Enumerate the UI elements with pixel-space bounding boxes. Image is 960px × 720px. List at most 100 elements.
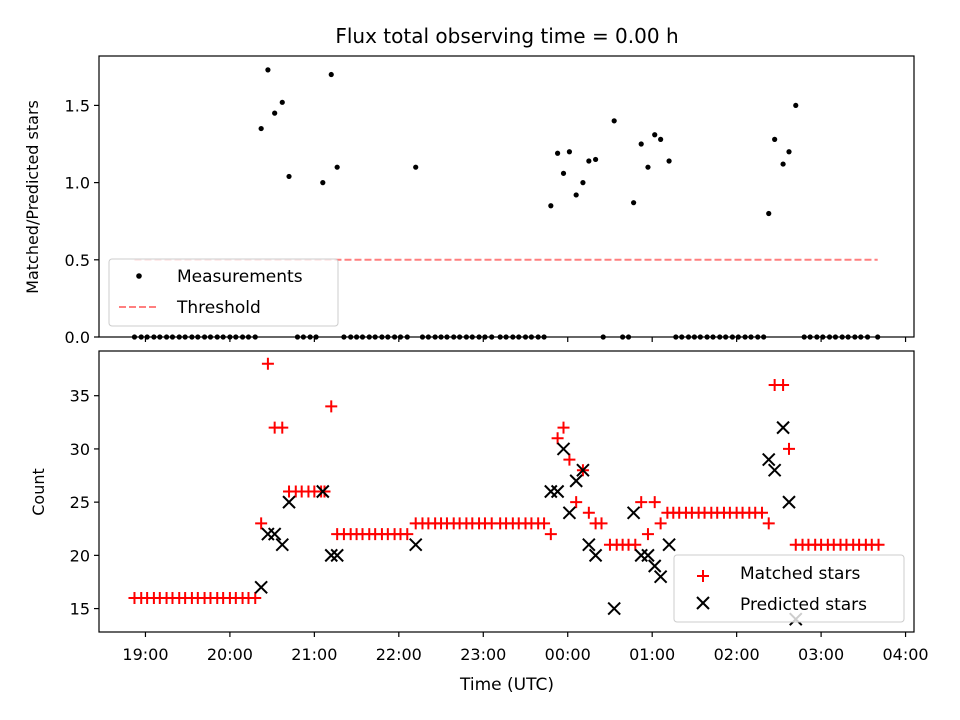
bottom-legend: Matched stars Predicted stars <box>673 554 905 623</box>
predicted-star-point <box>282 495 296 509</box>
x-tick-label: 02:00 <box>714 645 760 664</box>
matched-star-point <box>255 517 268 530</box>
bottom-x-axis: 19:00 20:00 21:00 22:00 23:00 00:00 01:00 02:00… <box>122 632 929 664</box>
y-tick-label: 0.0 <box>65 328 90 347</box>
measurement-point <box>265 67 271 73</box>
predicted-star-point <box>626 506 641 520</box>
predicted-star-point <box>782 495 796 509</box>
matched-star-point <box>261 357 274 370</box>
matched-star-point <box>276 421 289 434</box>
x-tick-label: 23:00 <box>460 645 506 664</box>
predicted-star-point <box>607 601 621 616</box>
measurement-point <box>560 170 567 176</box>
measurement-point <box>566 149 573 155</box>
matched-star-point <box>783 442 796 455</box>
x-tick-label: 01:00 <box>629 645 675 664</box>
measurement-point <box>334 164 340 170</box>
legend-measurements-marker <box>136 273 142 279</box>
top-x-ticks <box>144 337 907 342</box>
x-tick-label: 03:00 <box>798 645 844 664</box>
measurement-point <box>573 192 579 198</box>
x-tick-label: 20:00 <box>207 645 253 664</box>
matched-star-point <box>551 432 564 445</box>
matched-star-point <box>648 496 661 509</box>
predicted-star-point <box>641 548 655 563</box>
y-tick-label: 1.0 <box>65 174 90 193</box>
top-axes-frame <box>98 55 915 338</box>
measurement-point <box>593 156 599 163</box>
measurement-point <box>328 71 334 78</box>
matched-star-point <box>635 496 648 509</box>
measurement-point <box>272 110 278 116</box>
predicted-star-point <box>767 463 782 477</box>
bottom-marks <box>128 357 885 626</box>
predicted-star-point <box>267 527 282 541</box>
legend-matched-label: Matched stars <box>740 564 860 584</box>
top-y-axis: 0.0 0.5 1.0 1.5 <box>65 96 99 347</box>
bottom-legend-box <box>673 554 905 623</box>
y-tick-label: 20 <box>70 546 90 565</box>
x-tick-label: 21:00 <box>291 645 337 664</box>
predicted-star-point <box>762 452 776 467</box>
legend-threshold-label: Threshold <box>176 298 261 318</box>
bottom-axes-frame <box>98 350 915 633</box>
bottom-y-axis: 15 20 25 30 35 <box>70 387 99 619</box>
x-axis-label: Time (UTC) <box>459 675 554 695</box>
measurement-point <box>631 200 637 206</box>
predicted-star-point <box>588 548 603 563</box>
predicted-star-point <box>662 538 676 552</box>
predicted-star-point <box>550 484 565 499</box>
predicted-star-point <box>582 538 596 552</box>
predicted-star-point <box>330 548 344 563</box>
x-tick-label: 04:00 <box>882 645 928 664</box>
predicted-star-point <box>576 463 590 477</box>
measurement-point <box>638 141 644 147</box>
matched-star-point <box>641 528 654 541</box>
legend-predicted-marker <box>696 596 710 610</box>
measurement-point <box>766 210 772 217</box>
measurement-point <box>666 158 672 164</box>
matched-star-point <box>629 538 642 551</box>
predicted-star-point <box>254 580 268 595</box>
y-tick-label: 1.5 <box>65 96 90 115</box>
matched-star-point <box>872 538 885 551</box>
measurement-point <box>611 118 617 124</box>
measurement-point <box>258 125 264 132</box>
measurement-point <box>586 158 592 164</box>
predicted-star-point <box>556 442 571 456</box>
measurement-point <box>320 180 326 186</box>
legend-predicted-label: Predicted stars <box>740 595 867 615</box>
predicted-star-point <box>316 484 330 499</box>
legend-measurements-label: Measurements <box>177 267 303 287</box>
matched-star-point <box>762 517 775 530</box>
measurement-point <box>554 150 561 156</box>
predicted-star-point <box>275 538 289 552</box>
predicted-star-point <box>569 474 583 488</box>
matched-star-point <box>582 506 595 519</box>
measurement-point <box>772 136 778 142</box>
predicted-star-point <box>409 538 423 552</box>
predicted-star-point <box>562 506 577 520</box>
measurement-point <box>548 203 554 209</box>
measurement-point <box>658 136 664 142</box>
predicted-star-point <box>653 569 668 584</box>
measurement-point <box>780 161 786 167</box>
y-tick-label: 30 <box>70 440 90 459</box>
y-tick-label: 25 <box>70 493 90 512</box>
matched-star-point <box>563 453 576 466</box>
top-title: Flux total observing time = 0.00 h <box>335 24 678 48</box>
matched-star-point <box>654 517 667 530</box>
top-panel: Flux total observing time = 0.00 h 0.00.… <box>23 24 915 347</box>
matched-star-point <box>755 506 768 519</box>
predicted-star-point <box>776 420 790 435</box>
y-tick-label: 0.5 <box>65 251 90 270</box>
measurement-point <box>645 164 651 170</box>
matched-star-point <box>401 528 414 541</box>
measurement-point <box>652 132 658 138</box>
top-legend-box <box>108 258 339 327</box>
x-tick-label: 19:00 <box>122 645 168 664</box>
matched-star-point <box>325 400 338 413</box>
x-tick-label: 00:00 <box>545 645 591 664</box>
matched-star-point <box>595 517 608 530</box>
